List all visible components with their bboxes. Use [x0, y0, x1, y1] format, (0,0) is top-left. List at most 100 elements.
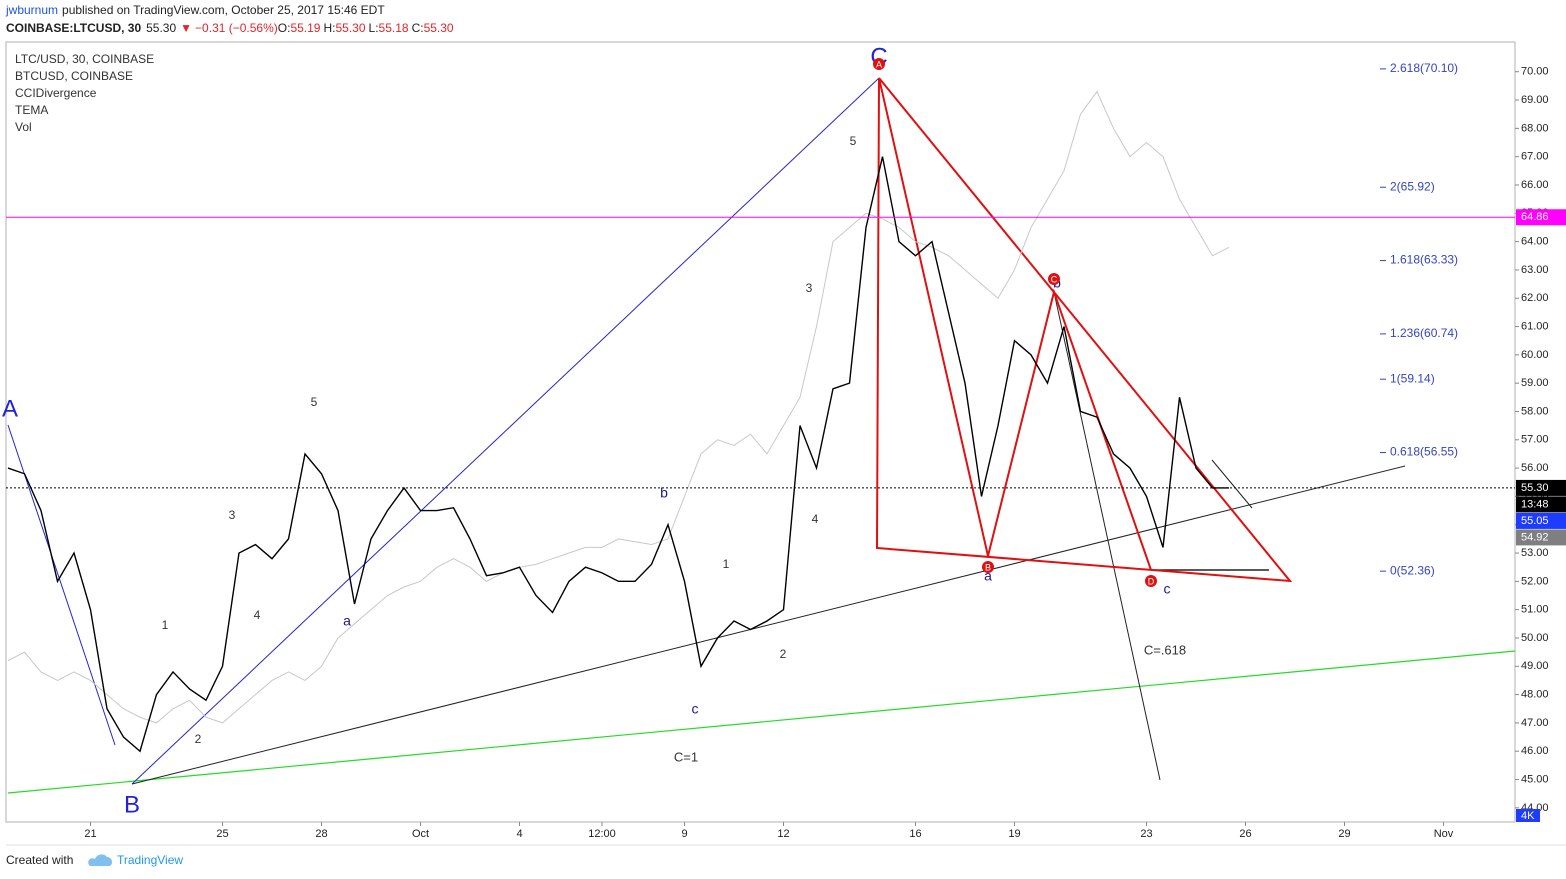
c-key: C:: [412, 21, 424, 35]
y-tick-label: 61.00: [1521, 320, 1549, 332]
o-key: O:: [278, 21, 291, 35]
y-tick-label: 59.00: [1521, 377, 1549, 389]
fib-level-label: 2(65.92): [1390, 179, 1435, 193]
pattern-marker: [1145, 575, 1157, 587]
wave-label: C=1: [674, 749, 698, 764]
x-tick-label: 9: [681, 828, 687, 840]
y-tick-label: 49.00: [1521, 660, 1549, 672]
l-key: L:: [369, 21, 379, 35]
price-line: [7, 156, 1229, 753]
h-value: 55.30: [335, 21, 365, 35]
price-tag-label: 54.92: [1521, 531, 1549, 543]
price-tag: [1516, 209, 1566, 226]
o-value: 55.19: [290, 21, 320, 35]
author[interactable]: jwburnum: [5, 3, 58, 17]
y-tick-label: 48.00: [1521, 689, 1549, 701]
x-tick-label: 28: [315, 828, 327, 840]
trendline: [131, 465, 1406, 785]
wave-label: b: [660, 485, 668, 501]
y-tick-label: 46.00: [1521, 745, 1549, 757]
fib-level-label: 1.618(63.33): [1390, 253, 1458, 267]
pattern-marker-label: C: [1051, 274, 1058, 284]
wave-label: c: [692, 701, 699, 717]
wave-label: 3: [229, 508, 236, 522]
wave-label: a: [343, 613, 351, 629]
wave-label: 2: [195, 732, 202, 746]
volume-tag: [1516, 809, 1540, 822]
price-tag: [1516, 479, 1566, 496]
y-tick-label: 70.00: [1521, 66, 1549, 78]
x-tick-label: 4: [516, 828, 522, 840]
x-tick-label: 26: [1239, 828, 1251, 840]
legend-entry: CCIDivergence: [15, 86, 97, 100]
header-line: jwburnum published on TradingView.com, Oc…: [5, 3, 385, 17]
volume-tag-label: 4K: [1521, 810, 1535, 822]
y-tick-label: 62.00: [1521, 292, 1549, 304]
wave-label: A: [2, 395, 18, 422]
y-tick-label: 63.00: [1521, 264, 1549, 276]
y-tick-label: 64.00: [1521, 236, 1549, 248]
wave-label: 4: [812, 512, 819, 526]
fib-level-label: 1(59.14): [1390, 371, 1435, 385]
price-tag: [1516, 512, 1566, 529]
y-tick-label: 56.00: [1521, 462, 1549, 474]
price-tag-label: 55.05: [1521, 515, 1549, 527]
wave-label: a: [984, 568, 992, 584]
wave-label: 1: [162, 618, 169, 632]
x-tick-label: 29: [1338, 828, 1350, 840]
wave-label: 5: [311, 395, 318, 409]
wave-label: 2: [780, 647, 787, 661]
x-tick-label: 19: [1008, 828, 1020, 840]
pattern-marker: [873, 58, 885, 70]
wave-label: B: [124, 791, 140, 818]
y-tick-label: 57.00: [1521, 434, 1549, 446]
footer-brand[interactable]: TradingView: [117, 853, 183, 867]
x-tick-label: Nov: [1434, 828, 1454, 840]
pattern-marker: [982, 561, 994, 573]
wave-label: C=.618: [1144, 642, 1186, 657]
y-tick-label: 69.00: [1521, 94, 1549, 106]
wave-label: 3: [806, 281, 813, 295]
y-tick-label: 53.00: [1521, 547, 1549, 559]
wave-label: 1: [723, 557, 730, 571]
y-tick-label: 47.00: [1521, 717, 1549, 729]
short-line: [1211, 459, 1253, 509]
last-price: 55.30: [146, 21, 176, 35]
footer-created: Created with: [6, 853, 73, 867]
x-tick-label: Oct: [412, 828, 429, 840]
wave-label: 4: [254, 608, 261, 622]
quote-line: COINBASE:LTCUSD, 30 55.30 ▼ −0.31 (−0.56%)O…: [6, 21, 454, 35]
price-tag: [1516, 529, 1566, 546]
x-tick-label: 23: [1140, 828, 1152, 840]
price-line: [7, 90, 1230, 724]
x-tick-label: 16: [909, 828, 921, 840]
x-tick-label: 25: [216, 828, 228, 840]
change: −0.31 (−0.56%): [195, 21, 278, 35]
y-tick-label: 45.00: [1521, 773, 1549, 785]
down-arrow: ▼: [180, 21, 192, 35]
y-tick-label: 58.00: [1521, 405, 1549, 417]
drawings: [7, 77, 1516, 794]
legend-entry: Vol: [15, 120, 32, 134]
symbol: COINBASE:LTCUSD, 30: [6, 21, 141, 35]
green-trendline: [7, 650, 1516, 794]
fib-level-label: 0.618(56.55): [1390, 445, 1458, 459]
c-value: 55.30: [424, 21, 454, 35]
wave-line: [131, 77, 880, 785]
pattern-marker-label: D: [1148, 576, 1155, 586]
y-tick-label: 66.00: [1521, 179, 1549, 191]
y-tick-label: 50.00: [1521, 632, 1549, 644]
price-tag: [1516, 496, 1566, 513]
y-tick-label: 67.00: [1521, 151, 1549, 163]
pattern-line: [875, 77, 1293, 583]
y-tick-label: 60.00: [1521, 349, 1549, 361]
fib-level-label: 0(52.36): [1390, 563, 1435, 577]
l-value: 55.18: [379, 21, 409, 35]
y-tick-label: 68.00: [1521, 122, 1549, 134]
pattern-marker-label: B: [985, 562, 991, 572]
pattern-marker: [1048, 273, 1060, 285]
pattern-line: [878, 77, 1152, 571]
fib-level-label: 1.236(60.74): [1390, 326, 1458, 340]
